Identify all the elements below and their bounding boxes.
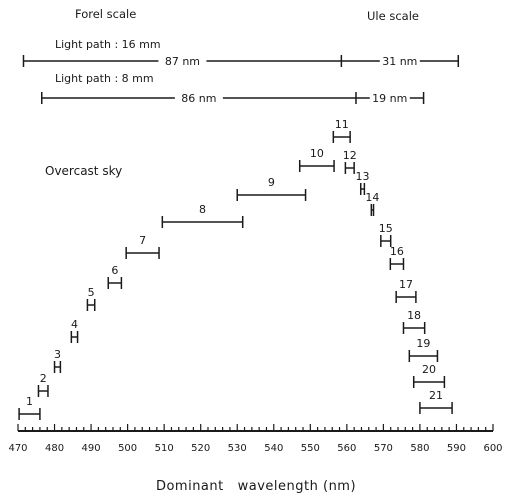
range-label: 18 xyxy=(407,309,421,322)
range-label: 1 xyxy=(26,395,33,408)
light-path-label: Light path : 8 mm xyxy=(55,72,154,85)
x-tick-label: 520 xyxy=(191,443,210,454)
range-label: 2 xyxy=(40,372,47,385)
x-tick-label: 500 xyxy=(118,443,137,454)
range-label: 14 xyxy=(365,191,379,204)
x-tick-label: 510 xyxy=(155,443,174,454)
overcast-sky-annotation: Overcast sky xyxy=(45,164,122,178)
x-tick-label: 530 xyxy=(228,443,247,454)
range-label: 16 xyxy=(390,245,404,258)
x-tick-label: 600 xyxy=(483,443,502,454)
ule-span-label: 19 nm xyxy=(372,92,407,105)
range-label: 12 xyxy=(343,149,357,162)
ule-span-label: 31 nm xyxy=(382,55,417,68)
x-axis-label: Dominant wavelength (nm) xyxy=(156,479,356,494)
x-tick-label: 490 xyxy=(82,443,101,454)
x-tick-label: 540 xyxy=(264,443,283,454)
x-tick-label: 470 xyxy=(8,443,27,454)
range-label: 20 xyxy=(422,363,436,376)
ule-scale-header: Ule scale xyxy=(367,9,419,23)
x-tick-label: 560 xyxy=(337,443,356,454)
forel-span-label: 87 nm xyxy=(165,55,200,68)
range-label: 9 xyxy=(268,176,275,189)
range-label: 6 xyxy=(111,264,118,277)
x-tick-label: 580 xyxy=(410,443,429,454)
x-tick-label: 590 xyxy=(447,443,466,454)
range-label: 21 xyxy=(429,389,443,402)
x-tick-label: 550 xyxy=(301,443,320,454)
range-label: 10 xyxy=(310,147,324,160)
range-label: 3 xyxy=(54,348,61,361)
range-label: 7 xyxy=(139,234,146,247)
range-label: 19 xyxy=(416,337,430,350)
light-path-scales: Light path : 16 mm 87 nm 31 nm Light path :… xyxy=(22,38,460,105)
forel-span-label: 86 nm xyxy=(181,92,216,105)
range-label: 5 xyxy=(88,286,95,299)
x-axis: 470 480 490 500 510 520 530 540 550 560 570 580 590 6… xyxy=(8,424,503,454)
x-tick-label: 570 xyxy=(374,443,393,454)
range-label: 13 xyxy=(356,170,370,183)
range-label: 4 xyxy=(71,318,78,331)
range-label: 15 xyxy=(379,222,393,235)
light-path-label: Light path : 16 mm xyxy=(55,38,161,51)
x-tick-label: 480 xyxy=(45,443,64,454)
range-label: 17 xyxy=(399,278,413,291)
forel-scale-header: Forel scale xyxy=(75,7,136,21)
range-label: 11 xyxy=(335,118,349,131)
range-label: 8 xyxy=(199,203,206,216)
